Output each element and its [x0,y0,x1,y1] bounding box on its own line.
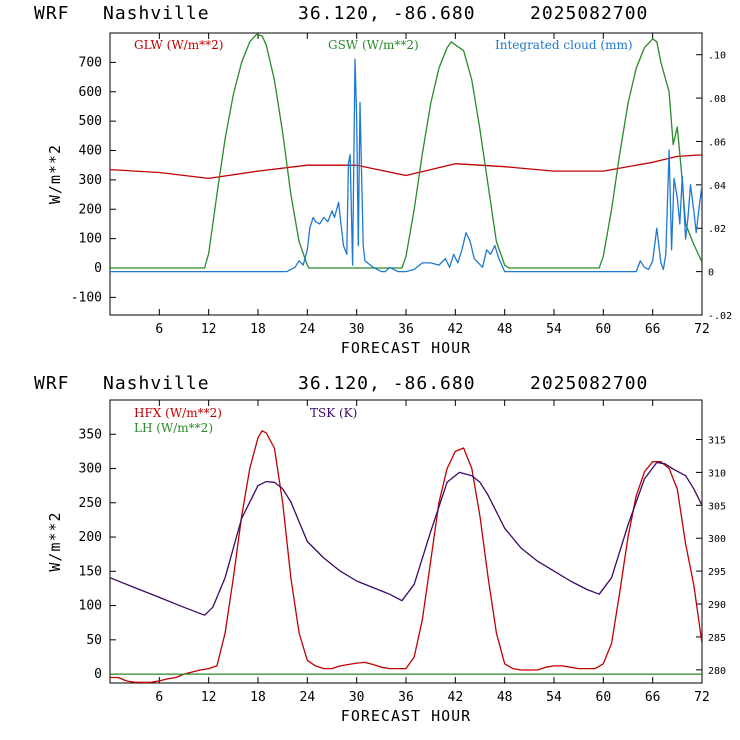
y2-tick-label: .10 [708,51,726,62]
title-location: Nashville [103,3,210,24]
y-tick-label: 100 [79,232,102,247]
y-tick-label: 0 [94,667,102,682]
y-tick-label: 200 [79,202,102,217]
x-tick-label: 42 [448,690,464,705]
x-tick-label: 72 [694,690,710,705]
x-tick-label: 42 [448,322,464,337]
x-tick-label: 48 [497,322,513,337]
y2-tick-label: .04 [708,181,726,192]
title-model: WRF [34,373,70,394]
y-tick-label: 300 [79,173,102,188]
x-tick-label: 6 [155,322,163,337]
y-tick-label: 400 [79,144,102,159]
panel-radiation-cloud: WRF Nashville 36.120, -86.680 2025082700… [0,0,740,357]
y-tick-label: 100 [79,599,102,614]
y-tick-label: 300 [79,462,102,477]
y-tick-label: -100 [71,290,102,305]
y-tick-label: 50 [86,633,102,648]
series-line-gsw-w-m-2 [110,33,702,269]
x-tick-label: 30 [349,322,365,337]
y2-tick-label: 285 [708,633,726,644]
y2-tick-label: 310 [708,468,726,479]
y2-tick-label: -.02 [708,311,732,322]
title-date: 2025082700 [530,3,649,24]
series-line-glw-w-m-2 [110,154,702,180]
legend-item-tsk-k: TSK (K) [310,406,357,420]
y-axis-label: W/m**2 [46,144,64,204]
title-date: 2025082700 [530,373,649,394]
legend-item-glw-w-m-2: GLW (W/m**2) [134,38,223,52]
y-axis-label: W/m**2 [46,511,64,571]
x-tick-label: 54 [546,322,562,337]
x-tick-label: 24 [300,322,316,337]
y2-tick-label: 0 [708,268,714,279]
series-line-hfx-w-m-2 [110,430,702,683]
plot-frame [109,399,703,684]
y-tick-label: 500 [79,114,102,129]
x-tick-label: 6 [155,690,163,705]
legend-item-integrated-cloud-mm: Integrated cloud (mm) [495,38,633,52]
chart-title-top: WRF Nashville 36.120, -86.680 2025082700 [0,0,740,30]
x-axis-label: FORECAST HOUR [341,707,471,725]
title-coordinates: 36.120, -86.680 [298,3,476,24]
x-axis-label: FORECAST HOUR [341,339,471,357]
x-tick-label: 60 [596,690,612,705]
title-coordinates: 36.120, -86.680 [298,373,476,394]
y-tick-label: 600 [79,85,102,100]
x-tick-label: 24 [300,690,316,705]
legend-item-lh-w-m-2: LH (W/m**2) [134,421,213,435]
y-tick-label: 250 [79,496,102,511]
x-tick-label: 12 [201,322,217,337]
y-tick-label: 200 [79,530,102,545]
series-line-integrated-cloud-mm [110,58,702,273]
legend-item-hfx-w-m-2: HFX (W/m**2) [134,406,222,420]
y2-tick-label: 295 [708,567,726,578]
x-tick-label: 18 [250,690,266,705]
y2-tick-label: 315 [708,435,726,446]
y2-tick-label: .08 [708,94,726,105]
chart-title-bottom: WRF Nashville 36.120, -86.680 2025082700 [0,370,740,400]
x-tick-label: 36 [398,690,414,705]
panel-heat-flux: WRF Nashville 36.120, -86.680 2025082700… [0,370,740,740]
title-model: WRF [34,3,70,24]
y2-tick-label: .06 [708,137,726,148]
chart-heat-flux: 6 12 18 24 30 36 42 48 54 60 66 72 0 50 100 150 200 250 30… [46,399,726,725]
x-tick-label: 60 [596,322,612,337]
y-tick-label: 700 [79,55,102,70]
x-tick-label: 12 [201,690,217,705]
y-tick-label: 0 [94,261,102,276]
plot-frame [109,32,703,316]
y-tick-label: 150 [79,564,102,579]
y2-tick-label: 290 [708,600,726,611]
x-tick-label: 66 [645,690,661,705]
x-tick-label: 30 [349,690,365,705]
series-line-tsk-k [110,461,702,616]
x-tick-label: 18 [250,322,266,337]
x-tick-label: 66 [645,322,661,337]
legend-item-gsw-w-m-2: GSW (W/m**2) [328,38,419,52]
title-location: Nashville [103,373,210,394]
y2-tick-label: 305 [708,501,726,512]
y2-tick-label: 300 [708,534,726,545]
y-tick-label: 350 [79,427,102,442]
y2-tick-label: .02 [708,224,726,235]
chart-radiation-cloud: 6 12 18 24 30 36 42 48 54 60 66 72 -100 0 100 200 300 400… [46,32,732,357]
x-tick-label: 48 [497,690,513,705]
x-tick-label: 54 [546,690,562,705]
x-tick-label: 72 [694,322,710,337]
x-tick-label: 36 [398,322,414,337]
y2-tick-label: 280 [708,666,726,677]
